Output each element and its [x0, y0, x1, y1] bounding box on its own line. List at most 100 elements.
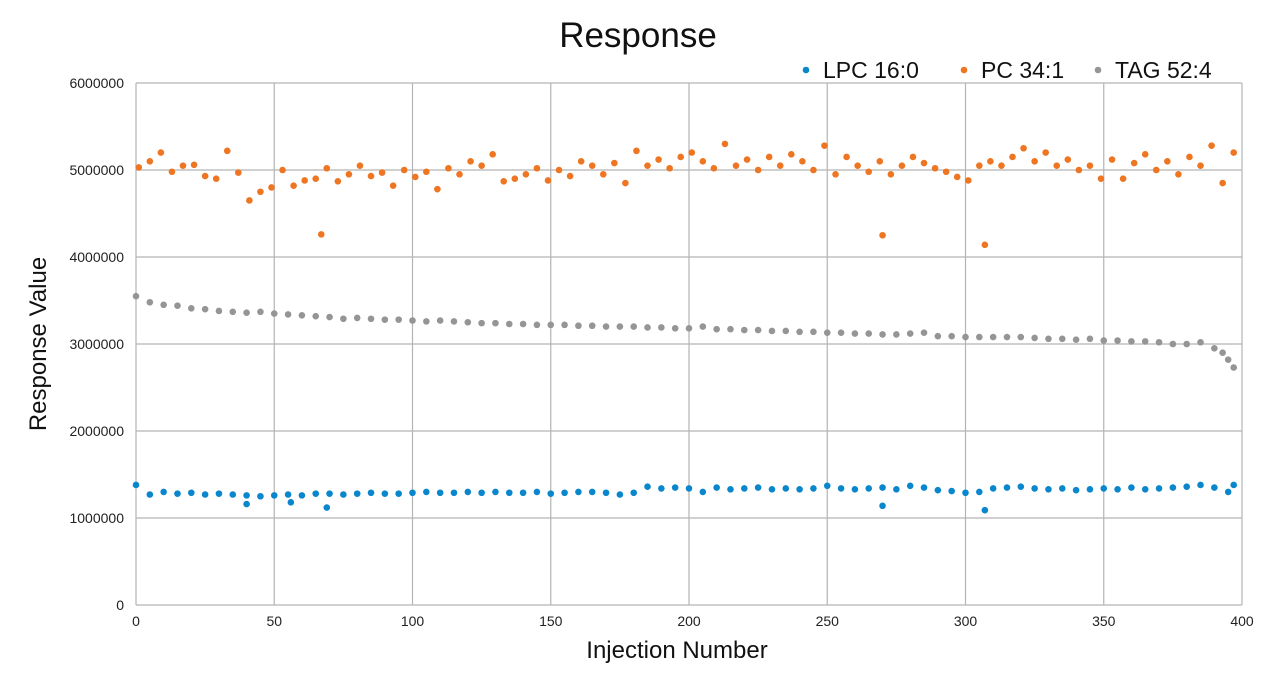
data-point [353, 314, 361, 322]
data-point [298, 311, 306, 319]
y-tick-label: 5000000 [69, 162, 124, 178]
data-point [168, 168, 176, 176]
data-point [754, 484, 762, 491]
data-point [879, 484, 886, 491]
data-point [174, 490, 181, 497]
data-point [174, 302, 181, 310]
data-point [588, 162, 596, 169]
legend-label: PC 34:1 [981, 57, 1064, 83]
data-point [409, 489, 416, 497]
y-tick-label: 0 [116, 597, 124, 613]
data-point [229, 491, 237, 498]
data-point [1045, 485, 1052, 493]
data-point [948, 487, 955, 495]
data-point [658, 324, 665, 331]
data-point [201, 172, 209, 180]
data-point [602, 489, 610, 497]
data-point [630, 323, 637, 330]
data-point [257, 188, 264, 196]
data-point [1169, 340, 1177, 348]
x-tick-label: 50 [266, 613, 282, 629]
data-point [981, 241, 989, 249]
data-point [268, 184, 275, 191]
data-point [616, 491, 624, 498]
data-point [1230, 364, 1238, 371]
data-point [478, 319, 485, 327]
y-tick-label: 3000000 [69, 336, 124, 352]
data-point [456, 171, 463, 178]
data-point [1086, 162, 1094, 169]
data-point [630, 489, 637, 497]
data-point [898, 162, 906, 169]
x-tick-label: 100 [401, 613, 425, 629]
data-point [367, 315, 375, 323]
data-point [887, 171, 895, 178]
data-point [782, 327, 790, 335]
data-point [566, 172, 574, 180]
data-point [215, 307, 223, 315]
data-point [1152, 166, 1160, 174]
data-point [492, 488, 499, 496]
data-point [1141, 485, 1149, 493]
data-point [644, 324, 651, 331]
grid [135, 82, 1243, 606]
data-point [1211, 484, 1218, 491]
data-point [1211, 345, 1218, 352]
data-point [389, 182, 397, 189]
x-tick-label: 150 [539, 613, 563, 629]
data-point [782, 485, 790, 492]
data-point [500, 178, 508, 185]
data-point [823, 482, 831, 490]
data-point [1141, 151, 1149, 158]
x-tick-labels: 0 50 100 150 200 250 300 350 400 [132, 613, 1254, 629]
data-point [1031, 158, 1038, 165]
data-point [810, 166, 817, 174]
data-point [1197, 338, 1204, 346]
data-point [1003, 333, 1011, 341]
data-point [423, 168, 430, 176]
data-point [1119, 175, 1127, 182]
data-point [1141, 338, 1149, 345]
data-point [1155, 485, 1163, 492]
data-point [909, 153, 917, 161]
data-point [334, 178, 342, 185]
data-point [865, 168, 873, 176]
data-point [132, 481, 140, 489]
data-point [547, 490, 555, 497]
data-point [893, 331, 900, 338]
data-point [906, 482, 914, 490]
data-point [588, 322, 596, 330]
y-axis-title: Response Value [25, 257, 52, 431]
data-point [555, 166, 563, 174]
data-point [851, 330, 859, 337]
data-points [132, 140, 1238, 514]
data-point [655, 156, 662, 163]
y-tick-labels: 0 1000000 2000000 3000000 4000000 5000000 6000… [69, 75, 124, 613]
data-point [743, 156, 751, 163]
data-point [257, 308, 264, 316]
data-point [243, 492, 250, 499]
data-point [547, 321, 555, 329]
data-point [577, 158, 585, 165]
data-point [235, 169, 242, 176]
data-point [876, 158, 884, 165]
data-point [906, 330, 914, 337]
data-point [1108, 156, 1116, 163]
data-point [367, 172, 375, 180]
legend-marker [802, 66, 810, 74]
data-point [1003, 484, 1011, 491]
data-point [445, 164, 452, 172]
data-point [713, 325, 720, 333]
data-point [1086, 335, 1094, 343]
data-point [796, 485, 803, 493]
data-point [146, 298, 154, 306]
data-point [1072, 336, 1080, 343]
data-point [976, 333, 983, 341]
data-point [1169, 484, 1177, 491]
data-point [505, 489, 513, 497]
data-point [741, 326, 748, 334]
data-point [575, 322, 582, 330]
data-point [201, 491, 209, 498]
data-point [353, 490, 361, 497]
